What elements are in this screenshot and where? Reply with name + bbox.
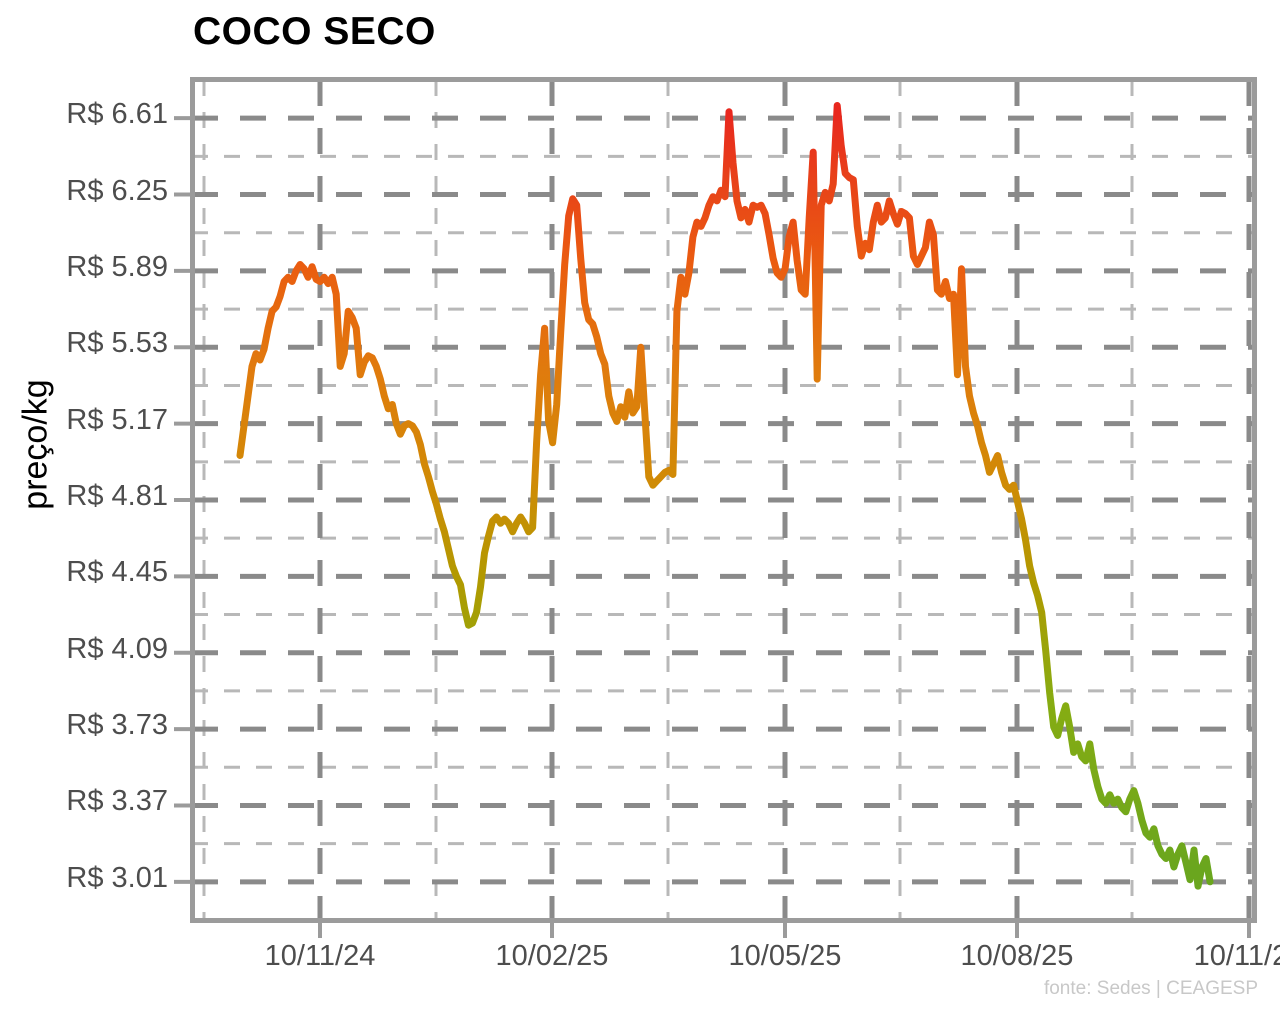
y-tick-label: R$ 3.73	[66, 709, 168, 742]
chart-title: COCO SECO	[193, 10, 436, 53]
y-tick-label: R$ 5.89	[66, 250, 168, 283]
y-tick-label: R$ 4.09	[66, 632, 168, 665]
y-tick-label: R$ 5.53	[66, 327, 168, 360]
x-tick-label: 10/02/25	[495, 940, 609, 972]
x-tick-label: 10/11/24	[264, 940, 376, 972]
x-tick-label: 10/11/25	[1193, 940, 1280, 972]
price-series-line	[236, 102, 1214, 890]
x-tick-label: 10/08/25	[960, 940, 1074, 972]
y-tick-label: R$ 4.45	[66, 556, 168, 589]
source-note: fonte: Sedes | CEAGESP	[1043, 978, 1258, 999]
y-tick-label: R$ 6.25	[66, 174, 168, 207]
x-tick-label: 10/05/25	[728, 940, 842, 972]
y-tick-label: R$ 3.37	[66, 785, 168, 818]
y-tick-label: R$ 5.17	[66, 403, 168, 436]
y-tick-label: R$ 6.61	[66, 98, 168, 131]
y-axis-tick-labels: R$ 3.01 R$ 3.37 R$ 3.73 R$ 4.09 R$ 4.45 R$ 4.…	[28, 0, 168, 1024]
plot-frame	[190, 77, 1257, 923]
y-tick-label: R$ 3.01	[66, 861, 168, 894]
y-tick-label: R$ 4.81	[66, 480, 168, 512]
